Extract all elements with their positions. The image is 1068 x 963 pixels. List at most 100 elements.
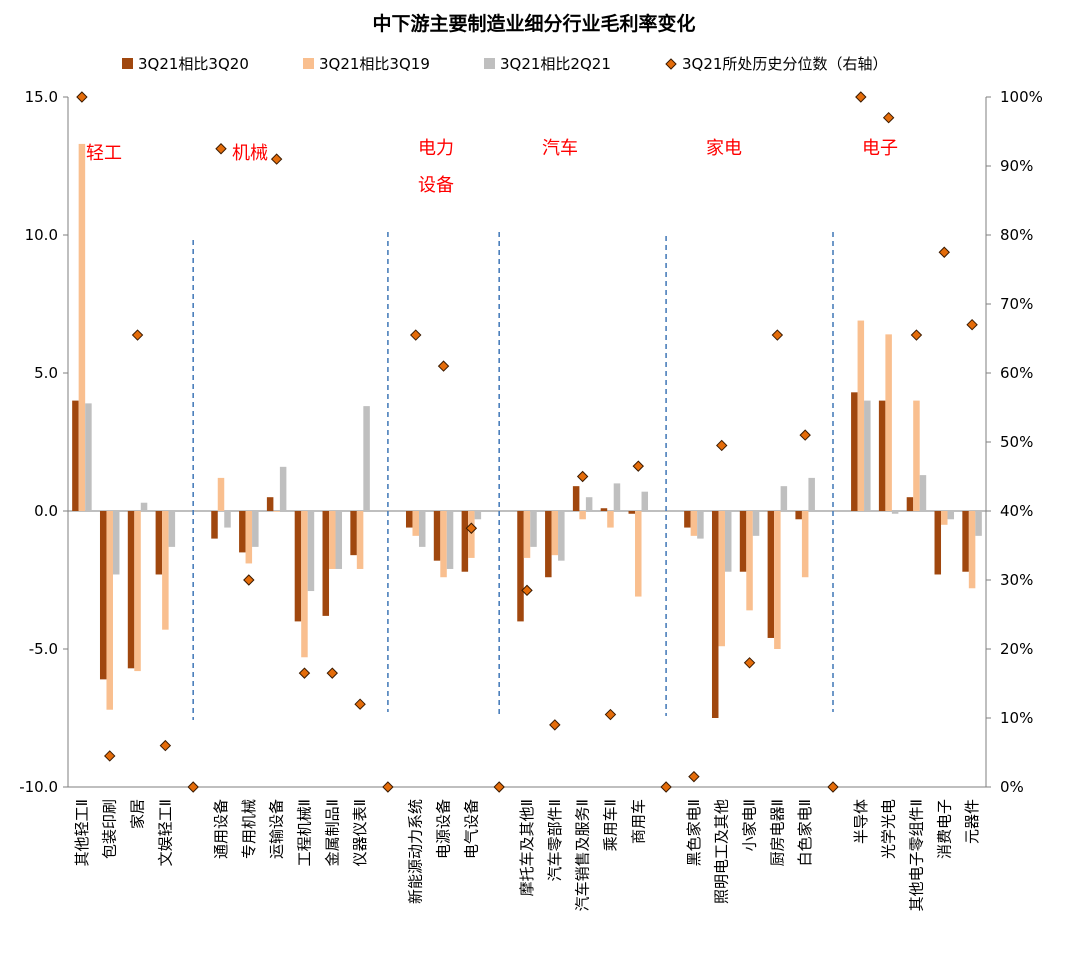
legend-label: 3Q21相比2Q21 (500, 55, 611, 73)
bar (440, 511, 447, 578)
group-label: 电力 (418, 138, 454, 159)
percentile-marker (938, 246, 950, 258)
bar (975, 511, 982, 536)
percentile-marker (243, 574, 255, 586)
percentile-marker (549, 719, 561, 731)
bar (405, 511, 413, 528)
percentile-marker (104, 750, 116, 762)
percentile-marker (632, 460, 644, 472)
category-label: 黑色家电Ⅱ (685, 799, 703, 866)
right-tick-label: 70% (1000, 295, 1033, 313)
bar (412, 511, 419, 536)
bar (517, 511, 524, 622)
bar (767, 511, 775, 638)
bar (801, 511, 809, 578)
bar (335, 511, 343, 569)
bar (724, 511, 732, 572)
bar (168, 511, 176, 547)
bar (474, 511, 482, 520)
left-tick-label: 10.0 (25, 226, 58, 244)
percentile-marker (215, 143, 227, 155)
category-label: 新能源动力系统 (407, 799, 425, 904)
category-label: 小家电Ⅱ (741, 799, 759, 851)
bar (906, 497, 914, 511)
percentile-marker (298, 667, 311, 679)
bar (635, 511, 642, 597)
bar (127, 511, 135, 669)
bar (461, 511, 469, 572)
bar (864, 400, 871, 511)
group-label: 家电 (706, 138, 742, 159)
bar (140, 502, 148, 511)
percentile-marker (855, 91, 867, 103)
bar (162, 511, 169, 630)
bar (600, 508, 608, 511)
category-label: 其他轻工Ⅱ (73, 799, 91, 866)
bars (72, 143, 982, 718)
bar (72, 400, 79, 511)
bar (468, 511, 475, 558)
left-tick-label: 5.0 (34, 364, 58, 382)
bar (585, 497, 593, 511)
bar (947, 511, 955, 520)
bar (112, 511, 120, 575)
percentile-marker (326, 667, 338, 679)
percentile-marker (437, 360, 450, 372)
percentile-marker (882, 111, 895, 124)
bar (356, 511, 364, 569)
percentile-points (76, 91, 978, 793)
bar (252, 511, 259, 547)
category-label: 摩托车及其他Ⅱ (518, 799, 536, 896)
bar (891, 511, 899, 514)
category-label: 文娱轻工Ⅱ (156, 799, 174, 866)
category-label: 乘用车Ⅱ (601, 799, 619, 851)
percentile-marker (521, 584, 533, 597)
category-label: 通用设备 (212, 799, 230, 859)
legend-label: 3Q21相比3Q20 (138, 55, 249, 73)
bar (934, 511, 942, 575)
bar (85, 403, 92, 511)
category-label: 厨房电器Ⅱ (768, 799, 786, 866)
bar (752, 511, 760, 536)
bar (878, 400, 886, 511)
bar (641, 491, 649, 511)
right-tick-label: 80% (1000, 226, 1033, 244)
bar (690, 511, 698, 536)
bar (266, 497, 274, 511)
percentile-marker (131, 329, 144, 341)
percentile-marker (159, 739, 172, 752)
category-label: 消费电子 (935, 799, 953, 859)
category-label: 运输设备 (268, 799, 286, 859)
bar (155, 511, 163, 575)
percentile-marker (354, 698, 366, 710)
bar (545, 511, 552, 578)
category-label: 仪器仪表Ⅱ (351, 799, 369, 866)
bar (239, 511, 246, 553)
percentile-marker (743, 657, 756, 669)
category-label: 包装印刷 (101, 799, 119, 859)
bar (885, 334, 892, 511)
bar (363, 406, 370, 511)
category-label: 其他电子零组件Ⅱ (907, 799, 925, 911)
chart-title: 中下游主要制造业细分行业毛利率变化 (372, 12, 695, 35)
left-tick-label: 0.0 (34, 502, 58, 520)
bar (613, 483, 621, 511)
legend-swatch (484, 58, 495, 69)
percentile-marker (76, 91, 88, 103)
bar (433, 511, 441, 561)
bar (739, 511, 747, 572)
bar (78, 143, 86, 512)
right-tick-label: 40% (1000, 502, 1033, 520)
bar (99, 511, 107, 680)
group-label: 轻工 (86, 143, 122, 164)
percentile-marker (771, 329, 784, 341)
percentile-marker (716, 439, 728, 452)
group-label: 机械 (232, 143, 268, 164)
category-label: 元器件 (963, 799, 981, 844)
right-tick-label: 100% (1000, 88, 1043, 106)
percentile-marker (576, 470, 589, 483)
category-label: 半导体 (852, 799, 870, 844)
bar (941, 511, 948, 525)
group-label: 电子 (862, 138, 898, 159)
